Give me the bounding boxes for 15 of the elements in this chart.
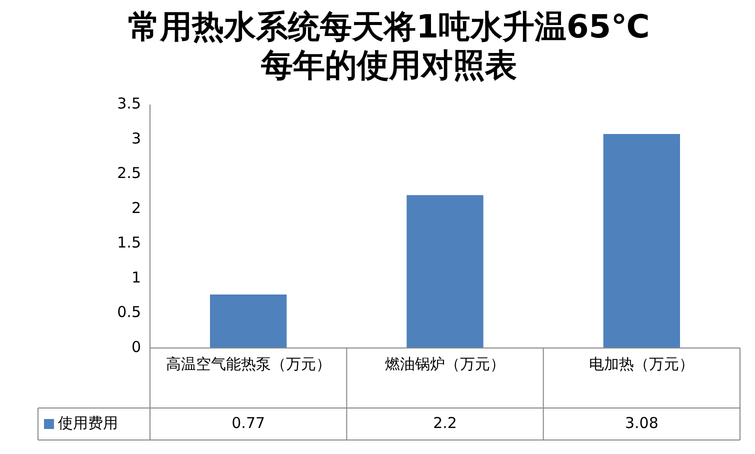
bar [210, 294, 287, 348]
x-tick-label: 电加热（万元） [589, 354, 694, 373]
y-tick-label: 3.5 [117, 94, 141, 113]
y-tick-label: 2 [131, 198, 141, 217]
chart-title: 常用热水系统每天将1吨水升温65℃ 每年的使用对照表 [128, 8, 650, 84]
x-tick-label: 高温空气能热泵（万元） [166, 354, 331, 373]
y-tick-label: 1.5 [117, 234, 141, 252]
y-tick-label: 1 [131, 268, 141, 286]
y-tick-label: 0.5 [117, 303, 141, 322]
y-tick-label: 0 [131, 338, 141, 356]
x-tick-label: 燃油锅炉（万元） [385, 354, 505, 373]
bar [603, 134, 680, 348]
y-tick-label: 3 [131, 129, 141, 148]
bar [406, 195, 484, 348]
y-tick-label: 2.5 [117, 164, 141, 182]
